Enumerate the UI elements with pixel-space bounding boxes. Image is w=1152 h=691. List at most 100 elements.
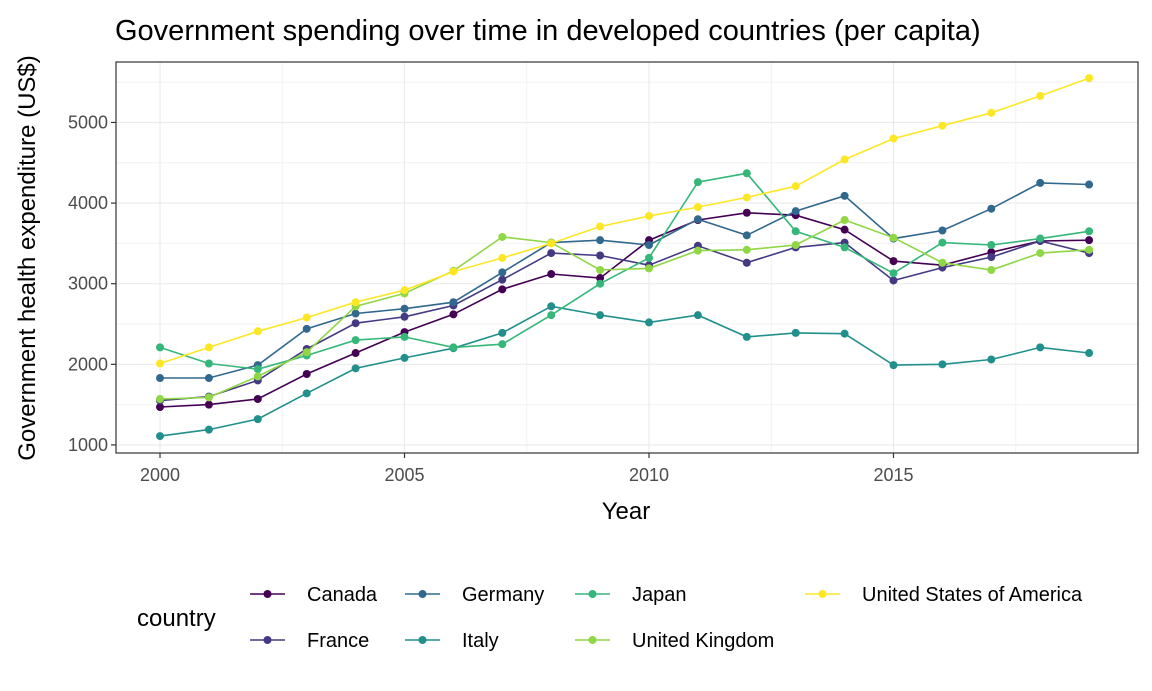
data-point-japan: [742, 169, 751, 178]
data-point-canada: [596, 274, 605, 283]
data-point-italy: [645, 318, 654, 327]
data-point-germany: [596, 236, 605, 245]
series-line-canada: [159, 211, 1090, 408]
legend-label: Germany: [462, 584, 544, 606]
data-point-united-kingdom: [1036, 249, 1045, 258]
data-point-canada: [351, 349, 360, 358]
data-point-italy: [1036, 343, 1045, 352]
data-point-france: [742, 258, 751, 267]
data-point-united-states-of-america: [596, 222, 605, 231]
legend-item-italy: Italy: [405, 630, 499, 652]
data-point-united-kingdom: [253, 372, 262, 381]
data-point-japan: [596, 279, 605, 288]
data-point-japan: [547, 311, 556, 320]
data-point-united-kingdom: [840, 216, 849, 225]
data-point-united-states-of-america: [889, 134, 898, 143]
data-point-canada: [742, 208, 751, 217]
data-point-italy: [693, 311, 702, 320]
data-point-japan: [1036, 234, 1045, 243]
data-point-japan: [351, 336, 360, 345]
data-point-canada: [204, 400, 213, 409]
legend-label: United Kingdom: [632, 630, 774, 652]
data-point-united-states-of-america: [204, 343, 213, 352]
plot-area: 2000 2005 2010 2015 1000 2000 3000 4000 5000: [68, 61, 1139, 485]
y-axis-title: Government health expenditure (US$): [14, 55, 41, 461]
data-point-france: [596, 251, 605, 260]
data-point-united-states-of-america: [938, 121, 947, 130]
series-canada: [156, 208, 1094, 412]
data-point-france: [498, 275, 507, 284]
data-point-united-states-of-america: [693, 203, 702, 212]
legend-item-united-kingdom: United Kingdom: [575, 630, 774, 652]
legend-item-germany: Germany: [405, 584, 544, 606]
data-point-germany: [1036, 178, 1045, 187]
data-point-japan: [449, 343, 458, 352]
data-point-united-states-of-america: [547, 239, 556, 248]
data-point-canada: [253, 394, 262, 403]
data-point-united-states-of-america: [351, 298, 360, 307]
chart-title: Government spending over time in develop…: [115, 15, 981, 47]
y-tick-label: 4000: [68, 193, 108, 213]
data-point-united-states-of-america: [400, 286, 409, 295]
data-point-united-kingdom: [302, 348, 311, 357]
data-point-united-states-of-america: [645, 211, 654, 220]
data-point-united-kingdom: [938, 258, 947, 267]
data-point-germany: [156, 374, 165, 383]
data-point-united-kingdom: [791, 241, 800, 250]
legend-key-point: [588, 590, 597, 598]
data-point-united-states-of-america: [742, 193, 751, 202]
data-point-germany: [449, 298, 458, 307]
legend-label: Italy: [462, 630, 499, 652]
legend-item-united-states-of-america: United States of America: [805, 584, 1083, 606]
data-point-canada: [302, 369, 311, 378]
legend-item-canada: Canada: [250, 584, 378, 606]
data-point-germany: [987, 204, 996, 213]
data-point-united-states-of-america: [987, 108, 996, 117]
legend-item-france: France: [250, 630, 369, 652]
data-point-italy: [840, 329, 849, 338]
series-japan: [156, 169, 1094, 374]
data-point-united-kingdom: [156, 394, 165, 403]
data-point-united-kingdom: [1085, 245, 1094, 254]
data-point-canada: [1085, 236, 1094, 245]
data-point-canada: [547, 270, 556, 279]
legend-key-point: [818, 590, 827, 598]
data-point-italy: [400, 353, 409, 362]
data-point-germany: [791, 207, 800, 216]
data-point-germany: [204, 374, 213, 383]
data-point-united-kingdom: [645, 264, 654, 273]
legend-key-point: [263, 590, 272, 598]
data-point-united-states-of-america: [1036, 91, 1045, 100]
data-point-france: [889, 276, 898, 285]
data-point-italy: [1085, 349, 1094, 358]
data-point-japan: [889, 269, 898, 278]
data-point-germany: [938, 226, 947, 235]
y-tick-label: 2000: [68, 354, 108, 374]
data-point-united-kingdom: [889, 233, 898, 242]
series-line-germany: [160, 182, 1090, 379]
series-united-states-of-america: [156, 74, 1094, 368]
legend-key-point: [418, 636, 427, 644]
x-tick-label: 2005: [384, 465, 424, 485]
data-point-italy: [547, 302, 556, 311]
data-point-united-kingdom: [693, 246, 702, 255]
data-point-canada: [498, 285, 507, 294]
data-point-italy: [156, 432, 165, 441]
y-tick-label: 3000: [68, 274, 108, 294]
data-point-united-states-of-america: [498, 253, 507, 262]
data-point-united-kingdom: [987, 265, 996, 274]
legend-label: Japan: [632, 584, 687, 606]
data-point-canada: [840, 225, 849, 234]
data-point-germany: [302, 324, 311, 333]
data-point-germany: [693, 215, 702, 224]
legend: country Canada France Germany Italy Japan Uni…: [137, 584, 1083, 652]
data-point-germany: [351, 309, 360, 318]
legend-key-point: [588, 636, 597, 644]
series-line-united-states-of-america: [159, 77, 1090, 365]
data-point-germany: [1085, 180, 1094, 189]
data-point-japan: [693, 178, 702, 187]
data-point-united-states-of-america: [253, 327, 262, 336]
legend-title: country: [137, 605, 216, 632]
data-point-japan: [938, 238, 947, 247]
